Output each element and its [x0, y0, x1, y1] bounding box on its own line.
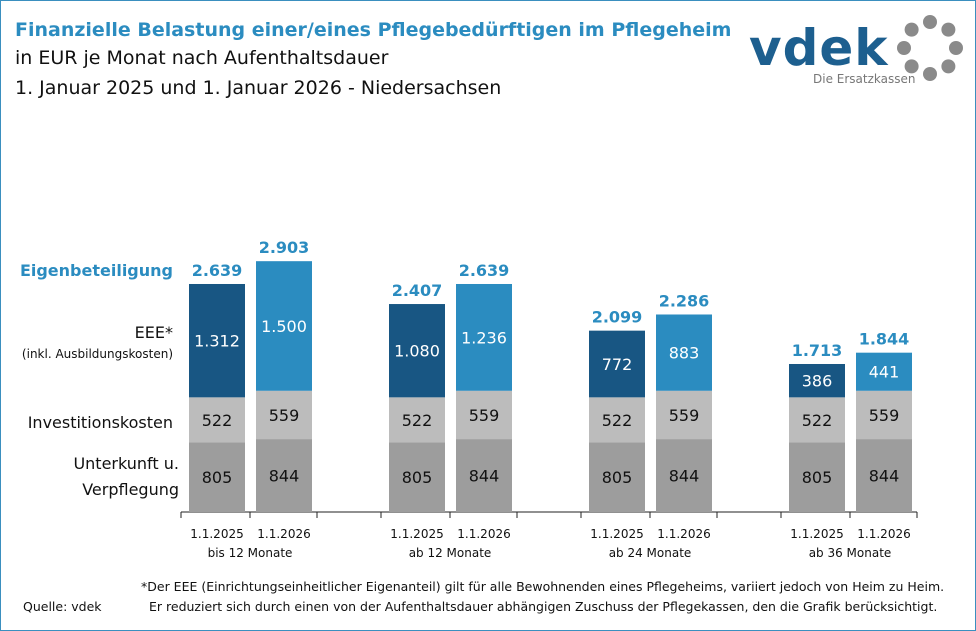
- total-label: 1.713: [792, 341, 843, 360]
- legend-eigenbeteiligung: Eigenbeteiligung: [20, 261, 173, 280]
- bar-segment: [656, 439, 712, 512]
- bar-value-label: 1.236: [461, 328, 507, 347]
- total-label: 2.286: [659, 291, 710, 310]
- bar-segment: [456, 283, 512, 391]
- bar-segment: [189, 442, 245, 512]
- total-label: 2.639: [192, 261, 243, 280]
- legend-investitionskosten: Investitionskosten: [28, 413, 173, 432]
- logo-ring-dot: [904, 59, 919, 74]
- bar-value-label: 844: [269, 467, 300, 486]
- bar-segment: [656, 390, 712, 440]
- bar-segment: [589, 442, 645, 512]
- logo-ring-dot: [923, 67, 937, 81]
- bar-value-label: 772: [602, 355, 633, 374]
- date-tick-label: 1.1.2026: [857, 527, 910, 541]
- bar-value-label: 559: [669, 406, 700, 425]
- logo-ring-dot: [949, 41, 963, 55]
- bar-value-label: 441: [869, 363, 900, 382]
- bar-segment: [389, 304, 445, 398]
- bar-segment: [389, 442, 445, 512]
- date-tick-label: 1.1.2025: [190, 527, 243, 541]
- bar-segment: [256, 261, 312, 391]
- vdek-logo: vdek Die Ersatzkassen: [749, 15, 963, 86]
- bar-segment: [856, 439, 912, 512]
- bar-value-label: 1.080: [394, 342, 440, 361]
- date-tick-label: 1.1.2026: [657, 527, 710, 541]
- bar-segment: [456, 439, 512, 512]
- bar-value-label: 805: [802, 468, 833, 487]
- bar-value-label: 559: [269, 406, 300, 425]
- legend-unterkunft-line2: Verpflegung: [82, 480, 179, 499]
- source: Quelle: vdek: [23, 599, 102, 614]
- bar-segment: [189, 283, 245, 398]
- bar-segment: [189, 397, 245, 443]
- total-label: 1.844: [859, 330, 910, 349]
- bar-value-label: 522: [402, 411, 433, 430]
- bar-segment: [789, 442, 845, 512]
- bar-value-label: 805: [402, 468, 433, 487]
- bar-segment: [456, 390, 512, 440]
- bar-segment: [856, 390, 912, 440]
- bar-value-label: 559: [869, 406, 900, 425]
- total-label: 2.407: [392, 281, 443, 300]
- logo-ring-dot: [904, 22, 919, 37]
- total-label: 2.639: [459, 261, 510, 280]
- bar-value-label: 805: [202, 468, 233, 487]
- bar-segment: [256, 439, 312, 512]
- bar-segment: [856, 352, 912, 391]
- chart-subtitle-date: 1. Januar 2025 und 1. Januar 2026 - Nied…: [15, 77, 502, 99]
- group-label: bis 12 Monate: [208, 546, 293, 560]
- bar-value-label: 844: [669, 467, 700, 486]
- bar-value-label: 522: [802, 411, 833, 430]
- logo-tagline: Die Ersatzkassen: [813, 72, 915, 86]
- bar-value-label: 559: [469, 406, 500, 425]
- bar-segment: [789, 363, 845, 398]
- bar-segment: [589, 397, 645, 443]
- bar-value-label: 844: [869, 467, 900, 486]
- bar-segment: [256, 390, 312, 440]
- legend-eee: EEE*: [135, 323, 173, 342]
- bar-value-label: 386: [802, 372, 833, 391]
- bar-value-label: 844: [469, 467, 500, 486]
- bar-value-label: 522: [602, 411, 633, 430]
- logo-text: vdek: [749, 19, 889, 77]
- date-tick-label: 1.1.2025: [790, 527, 843, 541]
- bar-segment: [389, 397, 445, 443]
- date-tick-label: 1.1.2025: [590, 527, 643, 541]
- bar-segment: [789, 397, 845, 443]
- bar-value-label: 805: [602, 468, 633, 487]
- bar-segment: [589, 330, 645, 398]
- footnote-line2: Er reduziert sich durch einen von der Au…: [149, 599, 938, 614]
- logo-ring-dot: [923, 15, 937, 29]
- chart-title: Finanzielle Belastung einer/eines Pflege…: [15, 19, 732, 41]
- group-label: ab 24 Monate: [609, 546, 692, 560]
- bar-value-label: 883: [669, 344, 700, 363]
- logo-ring-icon: [897, 15, 963, 81]
- logo-ring-dot: [941, 59, 956, 74]
- bar-value-label: 1.312: [194, 332, 240, 351]
- legend-eee-note: (inkl. Ausbildungskosten): [22, 347, 173, 361]
- total-label: 2.099: [592, 308, 643, 327]
- logo-ring-dot: [941, 22, 956, 37]
- legend-unterkunft-line1: Unterkunft u.: [73, 454, 179, 473]
- date-tick-label: 1.1.2026: [457, 527, 510, 541]
- date-tick-label: 1.1.2026: [257, 527, 310, 541]
- group-label: ab 12 Monate: [409, 546, 492, 560]
- bar-value-label: 1.500: [261, 317, 307, 336]
- total-label: 2.903: [259, 238, 310, 257]
- logo-ring-dot: [897, 41, 911, 55]
- date-tick-label: 1.1.2025: [390, 527, 443, 541]
- group-label: ab 36 Monate: [809, 546, 892, 560]
- bar-segment: [656, 314, 712, 391]
- footnote-line1: *Der EEE (Einrichtungseinheitlicher Eige…: [141, 579, 945, 594]
- chart-subtitle: in EUR je Monat nach Aufenthaltsdauer: [15, 47, 389, 69]
- bar-value-label: 522: [202, 411, 233, 430]
